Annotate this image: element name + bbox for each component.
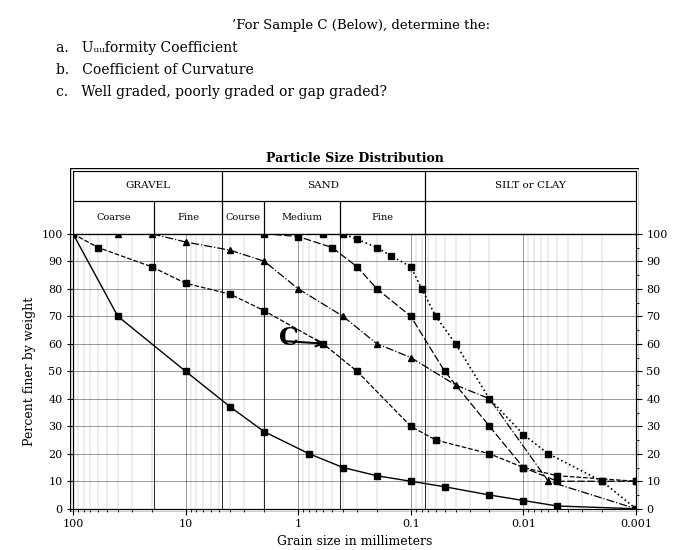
- Text: Coarse: Coarse: [97, 213, 131, 222]
- Text: SILT or CLAY: SILT or CLAY: [495, 181, 566, 190]
- Text: SAND: SAND: [307, 181, 339, 190]
- Text: c.   Well graded, poorly graded or gap graded?: c. Well graded, poorly graded or gap gra…: [56, 85, 386, 99]
- Text: Fine: Fine: [177, 213, 199, 222]
- Y-axis label: Percent finer by weight: Percent finer by weight: [23, 296, 35, 446]
- Text: a.   Uᵤᵤformity Coefficient: a. Uᵤᵤformity Coefficient: [56, 41, 237, 55]
- X-axis label: Grain size in millimeters: Grain size in millimeters: [277, 535, 432, 548]
- Text: ’For Sample C (Below), determine the:: ’For Sample C (Below), determine the:: [232, 19, 491, 32]
- Text: Particle Size Distribution: Particle Size Distribution: [265, 152, 443, 166]
- Text: GRAVEL: GRAVEL: [125, 181, 170, 190]
- Text: Fine: Fine: [371, 213, 393, 222]
- Text: C: C: [279, 326, 299, 350]
- Text: Course: Course: [226, 213, 261, 222]
- Text: b.   Coefficient of Curvature: b. Coefficient of Curvature: [56, 63, 254, 77]
- Text: Medium: Medium: [281, 213, 322, 222]
